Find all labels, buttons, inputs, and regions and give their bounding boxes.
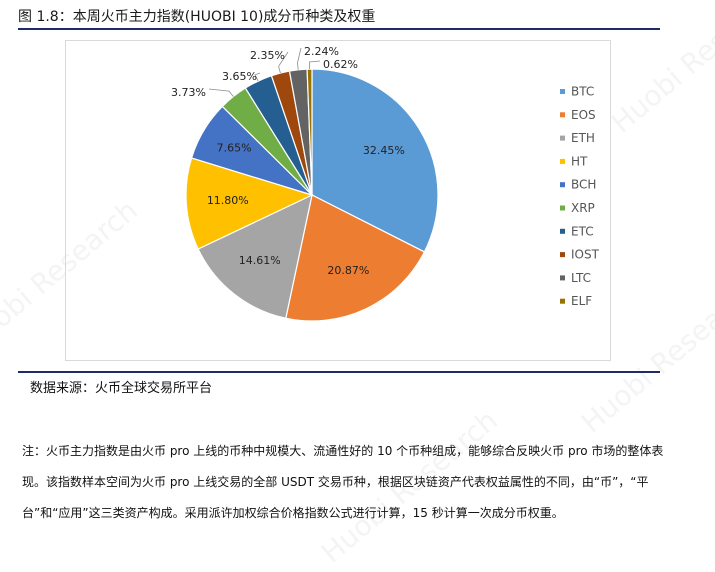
legend-label-ht: HT	[571, 154, 588, 168]
top-rule	[18, 28, 660, 30]
source-rule	[18, 371, 660, 373]
data-label-eos: 20.87%	[327, 264, 369, 277]
data-label-bch: 7.65%	[217, 141, 252, 154]
pie-slice-eos	[285, 194, 426, 322]
figure-title: 图 1.8：本周火币主力指数(HUOBI 10)成分币种类及权重	[18, 9, 376, 25]
data-label-eth: 14.61%	[239, 254, 281, 267]
legend-label-bch: BCH	[571, 178, 596, 192]
legend-label-iost: IOST	[571, 248, 600, 262]
data-label-ht: 11.80%	[207, 194, 249, 207]
note-text: 注：火币主力指数是由火币 pro 上线的币种中规模大、流通性好的 10 个币种组…	[22, 444, 664, 520]
data-label-iost: 2.35%	[250, 49, 285, 62]
pie-chart: 32.45% 20.87% 14.61% 11.80% 7.65% 3.73% 3.65% 2…	[171, 45, 600, 322]
legend-label-eos: EOS	[571, 108, 596, 122]
leader-line-xrp	[208, 88, 234, 97]
data-label-btc: 32.45%	[363, 144, 405, 157]
pie-slice-btc	[311, 68, 439, 253]
legend-swatch-etc	[560, 228, 565, 234]
data-label-elf: 0.62%	[323, 58, 358, 71]
legend-swatch-eos	[560, 112, 565, 118]
legend-swatch-elf	[560, 298, 565, 304]
legend-label-elf: ELF	[571, 294, 592, 308]
legend-swatch-bch	[560, 182, 565, 188]
data-label-etc: 3.65%	[222, 70, 257, 83]
legend-label-etc: ETC	[571, 224, 594, 238]
leader-line-etc	[254, 72, 261, 82]
pie-slice-elf	[306, 68, 313, 196]
legend-swatch-iost	[560, 252, 565, 258]
legend-label-eth: ETH	[571, 131, 595, 145]
legend-label-btc: BTC	[571, 85, 594, 99]
legend-swatch-btc	[560, 89, 565, 94]
legend-swatch-ltc	[560, 275, 565, 281]
legend-label-xrp: XRP	[571, 201, 595, 215]
leader-line-ltc	[297, 47, 302, 70]
watermark-1: Huobi Research	[604, 0, 715, 140]
legend-label-ltc: LTC	[571, 271, 591, 285]
chart-frame: 32.45% 20.87% 14.61% 11.80% 7.65% 3.73% 3.65% 2…	[65, 40, 611, 361]
data-label-ltc: 2.24%	[304, 45, 339, 58]
legend-swatch-eth	[560, 135, 565, 141]
data-source: 数据来源：火币全球交易所平台	[30, 381, 213, 396]
pie-slice-eth	[197, 193, 313, 319]
leader-line-elf	[308, 60, 321, 70]
data-label-xrp: 3.73%	[171, 86, 206, 99]
leader-line-iost	[278, 51, 289, 74]
legend-swatch-xrp	[560, 205, 565, 211]
pie-slice-ht	[185, 157, 314, 250]
legend-swatch-ht	[560, 158, 565, 164]
